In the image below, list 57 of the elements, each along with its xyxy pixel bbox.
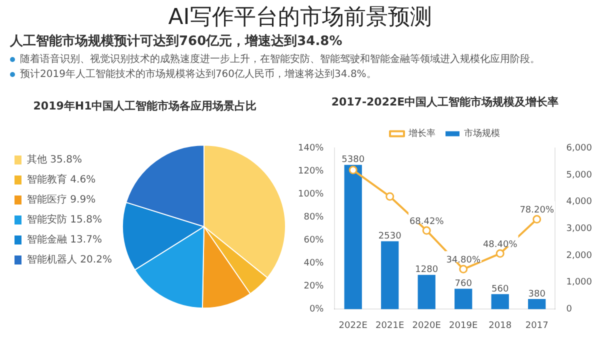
data-label: 68.42% xyxy=(409,216,444,227)
y-tick-label: 0 xyxy=(566,304,572,315)
data-label: 78.20% xyxy=(520,206,554,216)
text: 随着语音识别、视觉识别技术的成熟速度进一步上升，在智能安防、智能驾驶和智能金融等领域进入规模化应用阶段。 xyxy=(19,52,540,66)
data-label: 560 xyxy=(492,284,509,295)
point xyxy=(422,226,431,235)
data-label: 1280 xyxy=(415,265,438,276)
bar xyxy=(344,164,362,310)
bar xyxy=(454,288,472,310)
legend-label: 智能机器人 20.2% xyxy=(27,254,112,266)
data-label: 380 xyxy=(528,289,546,300)
data-label: 2530 xyxy=(378,232,402,242)
data-label: 34.80% xyxy=(446,256,481,266)
y-tick-label: 6,000 xyxy=(566,144,592,154)
point xyxy=(496,249,504,258)
y-tick-label: 1,000 xyxy=(566,278,592,288)
y-tick-label: 5,000 xyxy=(566,170,592,180)
bar xyxy=(528,299,546,310)
legend-label: 智能医疗 9.9% xyxy=(27,194,96,206)
x-tick-label: 2019E xyxy=(449,320,478,331)
chart-title: 2017-2022E中国人工智能市场规模及增长率 xyxy=(331,95,559,108)
data-label: 760 xyxy=(454,279,472,290)
legend-label: 市场规模 xyxy=(464,128,500,140)
x-tick-label: 2022E xyxy=(338,320,368,331)
x-tick-label: 2021E xyxy=(376,320,404,331)
legend-label: 其他 35.8% xyxy=(27,154,82,166)
y2-tick-label: 40% xyxy=(304,258,324,269)
bar xyxy=(491,294,509,310)
legend-label: 智能安防 15.8% xyxy=(27,214,102,226)
y2-tick-label: 100% xyxy=(298,190,324,200)
legend-label: 智能教育 4.6% xyxy=(27,174,96,186)
point xyxy=(386,192,394,201)
y2-tick-label: 80% xyxy=(304,212,324,223)
legend-label: 智能金融 13.7% xyxy=(27,234,102,246)
bar xyxy=(381,241,399,310)
x-tick-label: 2017 xyxy=(525,320,548,331)
text: 人工智能市场规模预计可达到760亿元，增速达到34.8% xyxy=(10,32,342,50)
y2-tick-label: 140% xyxy=(298,144,324,154)
x-tick-label: 2018 xyxy=(488,320,512,331)
y2-tick-label: 0% xyxy=(309,304,324,315)
y-tick-label: 4,000 xyxy=(566,197,592,208)
text: 预计2019年人工智能技术的市场规模将达到760亿人民币，增速将达到34.8%。 xyxy=(19,68,376,81)
chart-title: 2019年H1中国人工智能市场各应用场景占比 xyxy=(33,99,257,112)
point xyxy=(532,215,542,224)
x-tick-label: 2020E xyxy=(412,320,442,331)
point xyxy=(459,264,468,274)
point xyxy=(348,166,358,174)
legend-label: 增长率 xyxy=(408,128,436,140)
data-label: 5380 xyxy=(342,155,365,166)
y-tick-label: 3,000 xyxy=(566,224,592,234)
bar xyxy=(418,274,436,310)
y2-tick-label: 120% xyxy=(298,166,324,177)
y2-tick-label: 20% xyxy=(304,282,324,292)
data-label: 48.40% xyxy=(482,240,518,250)
y-tick-label: 2,000 xyxy=(566,250,592,261)
y2-tick-label: 60% xyxy=(304,236,324,246)
text: AI写作平台的市场前景预测 xyxy=(167,4,433,32)
